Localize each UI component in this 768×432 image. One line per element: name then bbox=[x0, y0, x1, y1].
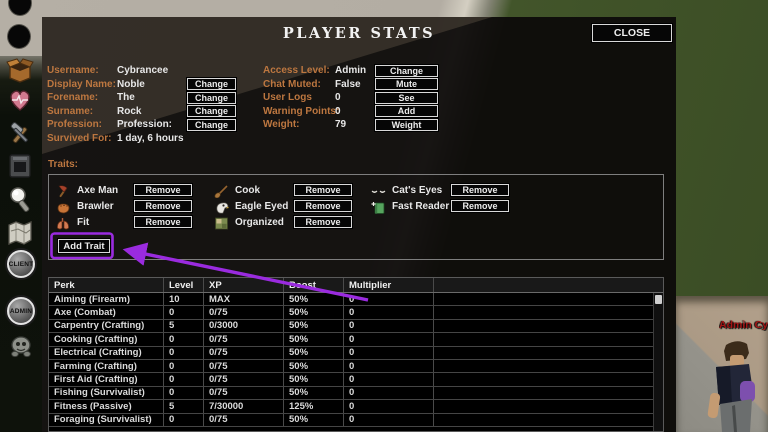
circle-slot-icon[interactable] bbox=[8, 25, 30, 48]
player-character bbox=[707, 341, 755, 432]
field-value: 79 bbox=[335, 119, 347, 130]
field-label: Username: bbox=[47, 65, 99, 76]
change-profession-button[interactable]: Change bbox=[187, 118, 236, 131]
zombie-head-icon[interactable] bbox=[8, 334, 34, 360]
field-label: Display Name: bbox=[47, 78, 116, 90]
column-header: Level bbox=[164, 278, 204, 292]
column-header: Perk bbox=[49, 278, 164, 292]
grass-shadow-strip bbox=[0, 56, 42, 432]
remove-trait-button[interactable]: Remove bbox=[134, 216, 192, 228]
field-label: User Logs bbox=[263, 92, 312, 103]
column-header: Multiplier bbox=[344, 278, 434, 292]
remove-trait-button[interactable]: Remove bbox=[134, 200, 192, 212]
field-label: Survived For: bbox=[47, 132, 112, 144]
traits-section-label: Traits: bbox=[48, 159, 79, 170]
table-row: Farming (Crafting) 0 0/75 50% 0 bbox=[49, 359, 663, 374]
field-value: 0 bbox=[335, 92, 341, 103]
client-button-label: CLIENT bbox=[8, 260, 34, 268]
weight-button[interactable]: Weight bbox=[375, 118, 438, 131]
field-label: Weight: bbox=[263, 119, 300, 130]
circle-slot-icon[interactable] bbox=[9, 0, 31, 15]
admin-button-label: ADMIN bbox=[9, 307, 33, 315]
cat-eyes-icon bbox=[371, 190, 386, 193]
axe-icon bbox=[58, 185, 68, 198]
panel-title: PLAYER STATS bbox=[282, 25, 436, 42]
change-access-level-button[interactable]: Change bbox=[375, 64, 438, 77]
column-header: XP bbox=[204, 278, 284, 292]
perk-table-header: Perk Level XP Boost Multiplier bbox=[49, 278, 663, 293]
table-row: Axe (Combat) 0 0/75 50% 0 bbox=[49, 306, 663, 320]
field-label: Warning Points: bbox=[263, 105, 340, 117]
add-warning-points-button[interactable]: Add bbox=[375, 105, 438, 117]
field-value: Cybrancee bbox=[117, 65, 169, 76]
table-row: Cooking (Crafting) 0 0/75 50% 0 bbox=[49, 333, 663, 347]
search-icon[interactable] bbox=[8, 186, 32, 213]
table-row: Electrical (Crafting) 0 0/75 50% 0 bbox=[49, 346, 663, 360]
trait-name: Eagle Eyed bbox=[235, 201, 289, 212]
table-row: Aiming (Firearm) 10 MAX 50% 0 bbox=[49, 293, 663, 307]
remove-trait-button[interactable]: Remove bbox=[451, 184, 509, 196]
field-label: Surname: bbox=[47, 105, 94, 117]
trait-name: Organized bbox=[235, 217, 284, 228]
mute-button[interactable]: Mute bbox=[375, 78, 438, 90]
see-user-logs-button[interactable]: See bbox=[375, 91, 438, 104]
table-row: Fishing (Survivalist) 0 0/75 50% 0 bbox=[49, 386, 663, 401]
remove-trait-button[interactable]: Remove bbox=[451, 200, 509, 212]
admin-button[interactable]: ADMIN bbox=[7, 297, 35, 325]
close-button[interactable]: CLOSE bbox=[592, 24, 672, 42]
table-scrollbar[interactable] bbox=[653, 293, 663, 431]
trait-name: Axe Man bbox=[77, 185, 119, 196]
table-row: First Aid (Crafting) 0 0/75 50% 0 bbox=[49, 373, 663, 387]
trait-name: Brawler bbox=[77, 201, 114, 212]
player-name-tag: Admin Cy bbox=[719, 319, 768, 331]
field-value: Noble bbox=[117, 78, 145, 90]
field-value: 0 bbox=[335, 105, 341, 117]
client-button[interactable]: CLIENT bbox=[7, 250, 35, 278]
scrollbar-thumb[interactable] bbox=[655, 295, 662, 304]
trait-name: Cat's Eyes bbox=[392, 185, 443, 196]
furnace-icon[interactable] bbox=[7, 152, 33, 180]
change-surname-button[interactable]: Change bbox=[187, 105, 236, 117]
remove-trait-button[interactable]: Remove bbox=[294, 200, 352, 212]
field-value: 1 day, 6 hours bbox=[117, 132, 184, 144]
player-stats-panel: PLAYER STATS CLOSE Username: Cybrancee D… bbox=[42, 17, 676, 432]
crate-icon bbox=[215, 217, 228, 230]
eagle-icon bbox=[216, 202, 229, 214]
book-icon bbox=[371, 202, 385, 214]
field-value: Profession: bbox=[117, 119, 173, 130]
remove-trait-button[interactable]: Remove bbox=[134, 184, 192, 196]
remove-trait-button[interactable]: Remove bbox=[294, 216, 352, 228]
field-value: False bbox=[335, 78, 361, 90]
change-display-name-button[interactable]: Change bbox=[187, 78, 236, 90]
fist-icon bbox=[57, 203, 70, 214]
field-value: The bbox=[117, 92, 135, 103]
field-label: Chat Muted: bbox=[263, 78, 321, 90]
spoon-icon bbox=[214, 185, 228, 198]
health-heart-icon[interactable] bbox=[7, 87, 33, 113]
trait-name: Fit bbox=[77, 217, 90, 228]
inventory-box-icon[interactable] bbox=[6, 55, 34, 83]
field-value: Rock bbox=[117, 105, 142, 117]
column-header: Boost bbox=[284, 278, 344, 292]
trait-name: Fast Reader bbox=[392, 201, 450, 212]
table-row: Fitness (Passive) 5 7/30000 125% 0 bbox=[49, 400, 663, 414]
lungs-icon bbox=[57, 218, 69, 230]
trait-name: Cook bbox=[235, 185, 260, 196]
crafting-tools-icon[interactable] bbox=[6, 120, 34, 148]
traits-box: Axe Man Remove Brawler Remove Fit Remove… bbox=[48, 174, 664, 260]
map-icon[interactable] bbox=[6, 219, 34, 247]
perk-table: Perk Level XP Boost Multiplier Aiming (F… bbox=[48, 277, 664, 432]
table-row: Foraging (Survivalist) 0 0/75 50% 0 bbox=[49, 413, 663, 427]
field-label: Profession: bbox=[47, 119, 103, 130]
remove-trait-button[interactable]: Remove bbox=[294, 184, 352, 196]
table-row: Carpentry (Crafting) 5 0/3000 50% 0 bbox=[49, 319, 663, 334]
field-label: Access Level: bbox=[263, 65, 330, 76]
field-value: Admin bbox=[335, 65, 367, 76]
field-label: Forename: bbox=[47, 92, 99, 103]
add-trait-button[interactable]: Add Trait bbox=[58, 239, 110, 253]
change-forename-button[interactable]: Change bbox=[187, 91, 236, 104]
